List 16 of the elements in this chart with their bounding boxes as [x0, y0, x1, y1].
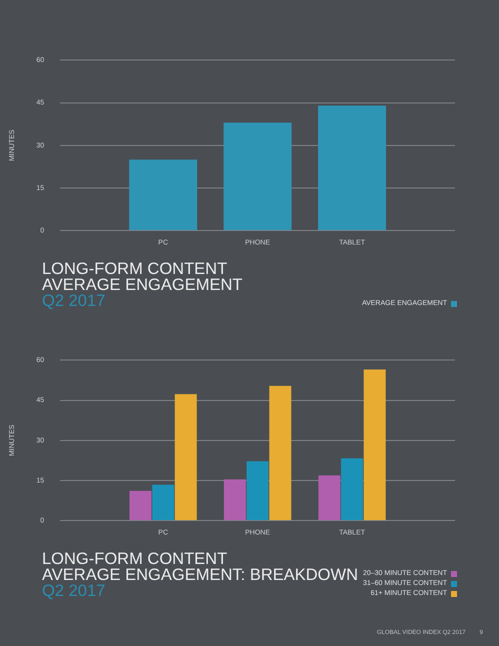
bar — [224, 122, 292, 230]
text: Q2 2017 — [42, 292, 106, 310]
bar — [129, 160, 198, 230]
text: Q2 2017 — [42, 582, 106, 600]
bar — [269, 386, 292, 520]
bar — [129, 490, 152, 520]
bar — [174, 394, 197, 520]
bar — [152, 484, 174, 520]
bar — [364, 370, 386, 520]
bar — [341, 458, 364, 520]
bar — [318, 106, 386, 230]
text: LONG-FORM CONTENT AVERAGE ENGAGEMENT — [42, 260, 242, 294]
bar — [224, 479, 246, 520]
text: LONG-FORM CONTENT AVERAGE ENGAGEMENT: BREAKDOWN — [42, 550, 358, 584]
bar — [246, 461, 269, 520]
bar — [318, 475, 340, 520]
